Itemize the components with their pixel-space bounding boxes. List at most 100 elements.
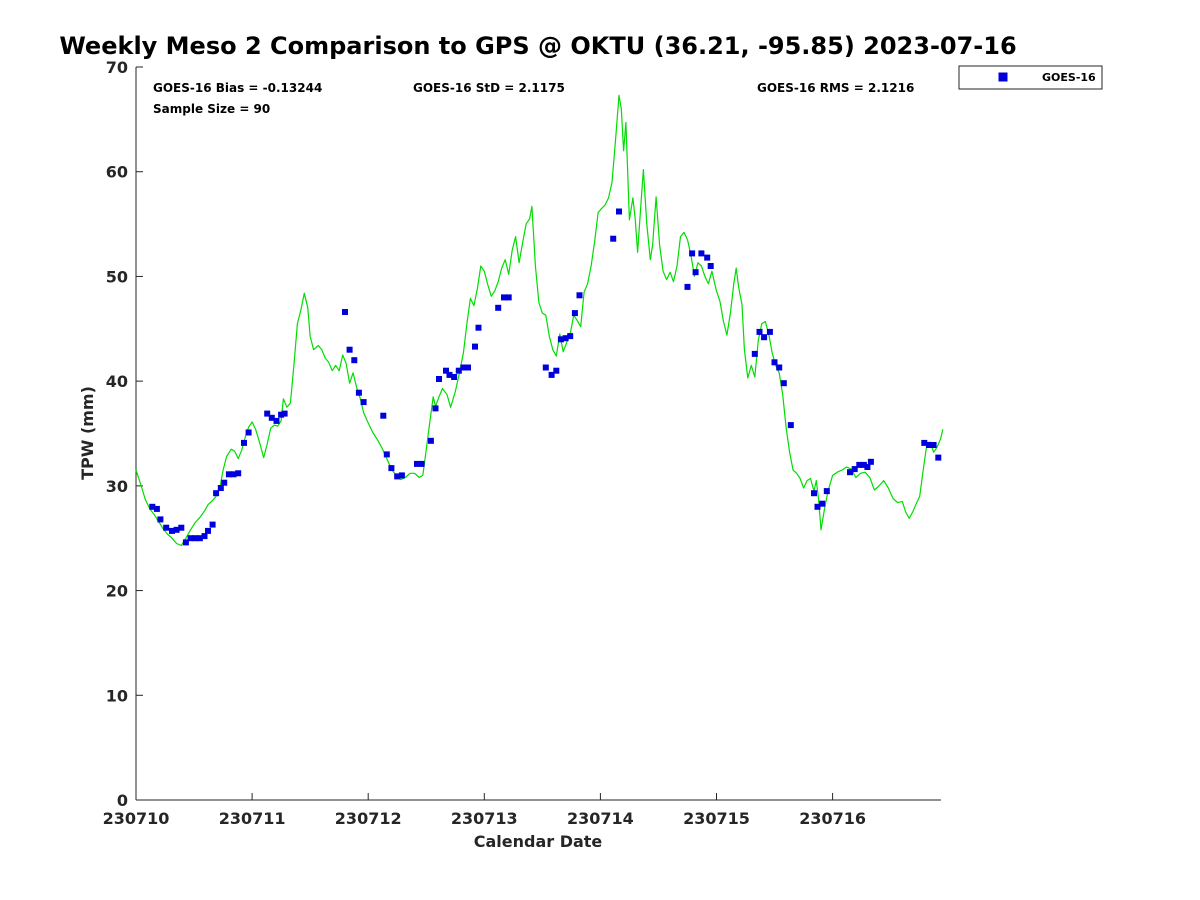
y-tick-label: 20 <box>106 582 128 601</box>
data-point <box>342 309 348 315</box>
data-point <box>201 533 208 540</box>
data-point <box>553 367 560 374</box>
data-point <box>281 410 288 417</box>
stat-bias: GOES-16 Bias = -0.13244 <box>153 81 322 95</box>
data-point <box>380 412 387 419</box>
data-point <box>864 464 871 470</box>
x-ticks: 230710 230711 230712 230713 230714 230715 2307… <box>103 793 866 828</box>
data-point <box>264 410 271 417</box>
legend: GOES-16 <box>958 65 1103 90</box>
stat-std: GOES-16 StD = 2.1175 <box>413 81 565 95</box>
gps-line <box>135 94 944 547</box>
data-point <box>505 294 512 301</box>
stat-sample-size: Sample Size = 90 <box>153 102 270 116</box>
data-point <box>860 461 867 468</box>
x-tick-label: 230712 <box>335 809 402 828</box>
data-point <box>436 376 442 382</box>
data-point <box>921 439 928 446</box>
legend-marker <box>998 72 1008 82</box>
data-point <box>157 516 164 523</box>
data-point <box>163 524 170 531</box>
data-point <box>414 460 420 467</box>
data-point <box>245 429 252 436</box>
data-point <box>230 471 237 478</box>
data-point <box>495 304 502 311</box>
data-point <box>472 343 478 350</box>
data-point <box>432 405 439 412</box>
data-point <box>360 399 367 406</box>
plot-area: 0 10 20 30 40 50 60 70 230710 230711 230712 230713… <box>103 58 944 828</box>
x-tick-label: 230710 <box>103 809 170 828</box>
data-point <box>787 422 794 429</box>
data-point <box>707 263 714 269</box>
data-point <box>241 439 247 446</box>
data-point <box>268 414 275 421</box>
y-tick-label: 30 <box>106 477 128 496</box>
x-tick-label: 230713 <box>451 809 518 828</box>
data-point <box>930 442 937 448</box>
data-point <box>610 235 617 242</box>
data-point <box>704 254 711 261</box>
data-point <box>235 470 242 477</box>
data-point <box>196 535 203 542</box>
data-point <box>187 535 194 542</box>
data-point <box>761 334 768 341</box>
data-point <box>443 367 449 374</box>
data-point <box>273 417 280 424</box>
data-point <box>446 371 453 378</box>
data-point <box>867 458 874 465</box>
data-point <box>780 380 787 387</box>
legend-box <box>958 65 1103 90</box>
data-point <box>548 371 555 378</box>
data-point <box>501 294 507 301</box>
legend-label: GOES-16 <box>1042 71 1096 84</box>
data-point <box>823 488 830 495</box>
data-point <box>847 469 853 476</box>
data-point <box>394 473 401 480</box>
x-tick-label: 230711 <box>219 809 286 828</box>
data-point <box>571 310 578 317</box>
data-point <box>771 359 778 366</box>
y-tick-label: 60 <box>106 163 128 182</box>
data-point <box>926 442 932 448</box>
data-point <box>460 364 467 371</box>
data-point <box>692 269 699 276</box>
data-point <box>562 335 569 342</box>
data-point <box>576 292 583 299</box>
y-tick-label: 50 <box>106 267 128 286</box>
data-point <box>451 374 458 380</box>
data-point <box>346 346 353 353</box>
y-ticks: 0 10 20 30 40 50 60 70 <box>106 58 143 810</box>
x-tick-label: 230716 <box>799 809 866 828</box>
data-point <box>756 328 763 335</box>
data-point <box>851 466 858 473</box>
data-point <box>616 208 622 215</box>
goes16-scatter-series <box>149 208 942 546</box>
data-point <box>278 411 285 418</box>
data-point <box>567 333 574 340</box>
data-point <box>388 465 395 472</box>
data-point <box>751 350 758 357</box>
data-point <box>213 490 220 497</box>
data-point <box>153 505 160 512</box>
data-point <box>182 539 189 546</box>
data-point <box>455 367 462 374</box>
data-point <box>698 250 705 257</box>
data-point <box>383 451 390 458</box>
data-point <box>935 454 942 461</box>
data-point <box>811 490 817 497</box>
y-axis-label: TPW (mm) <box>78 386 97 480</box>
data-point <box>819 500 826 507</box>
data-point <box>427 437 434 444</box>
data-point <box>205 527 211 534</box>
data-point <box>418 460 425 467</box>
gps-line-series <box>135 94 944 547</box>
data-point <box>173 526 180 533</box>
y-tick-label: 10 <box>106 686 128 705</box>
data-point <box>169 527 175 534</box>
data-point <box>192 535 199 542</box>
data-point <box>776 364 783 371</box>
data-point <box>209 521 216 528</box>
data-point <box>766 328 773 335</box>
